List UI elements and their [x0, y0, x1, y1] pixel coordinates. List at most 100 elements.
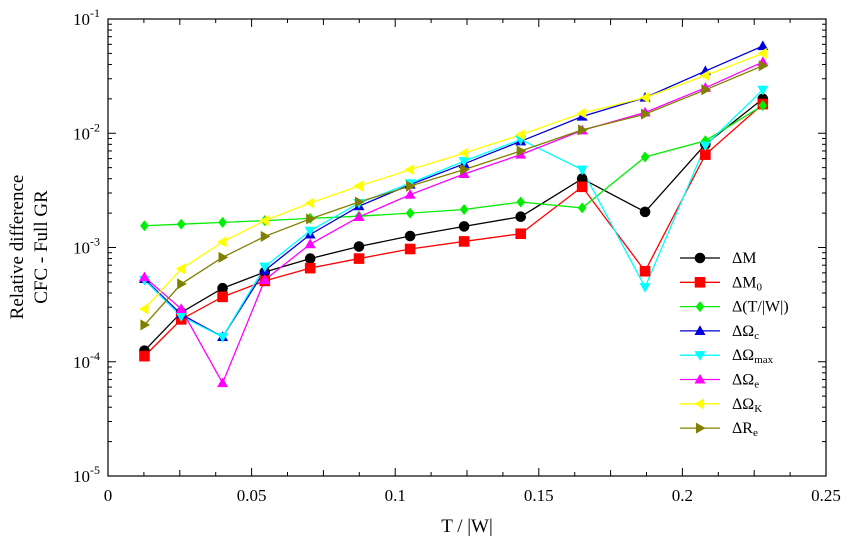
data-point [639, 92, 650, 104]
data-point [404, 243, 416, 255]
data-point [353, 180, 364, 192]
legend-entry: ΔΩmax [680, 347, 774, 366]
data-point [177, 278, 187, 290]
y-tick-label: 10-3 [73, 235, 100, 258]
legend-entry: Δ(T/|W|) [680, 299, 789, 316]
x-tick-labels: 0 0.05 0.1 0.15 0.2 0.25 [104, 486, 841, 505]
data-point [175, 303, 187, 313]
data-point [353, 253, 365, 264]
legend-marker [694, 351, 706, 361]
data-point [641, 108, 651, 120]
legend-label: ΔM [732, 250, 757, 267]
y-axis-title-line-2: CFC - Full GR [31, 190, 52, 304]
data-point [259, 215, 269, 227]
y-tick-label: 10-4 [73, 349, 100, 372]
legend-entry: ΔM0 [680, 274, 763, 293]
data-point [639, 265, 651, 277]
x-tick-label: 0.25 [811, 486, 841, 505]
data-point [640, 151, 650, 163]
y-tick-label: 10-5 [73, 463, 100, 486]
legend-label: Δ(T/|W|) [732, 299, 789, 316]
y-axis-title-line-1: Relative difference [7, 175, 28, 320]
data-point [304, 197, 315, 209]
series-markers [138, 40, 769, 388]
data-point [516, 145, 527, 157]
legend-label: ΔΩe [732, 372, 759, 391]
x-axis-title: T / |W| [441, 516, 493, 537]
data-point [353, 241, 365, 252]
legend-label: ΔΩc [732, 323, 759, 342]
data-point [515, 228, 527, 240]
data-point [259, 262, 271, 273]
data-point [406, 180, 416, 192]
data-point [404, 230, 416, 242]
data-point [458, 236, 470, 247]
data-point [140, 319, 151, 331]
data-point [176, 218, 186, 230]
series-points-7 [140, 60, 769, 331]
data-point [260, 230, 271, 242]
legend-entry: ΔΩc [680, 323, 759, 342]
legend-marker [695, 422, 706, 434]
data-point [460, 164, 470, 176]
data-point [138, 271, 150, 282]
data-point [404, 189, 416, 199]
legend-label: ΔM0 [732, 274, 763, 293]
data-point [138, 303, 149, 315]
data-point [701, 84, 711, 96]
data-point [639, 283, 651, 293]
data-point [217, 377, 229, 388]
data-point [758, 100, 768, 111]
data-point [139, 350, 150, 362]
data-point [259, 274, 271, 284]
data-point [515, 211, 527, 223]
legend-entry: ΔM [680, 250, 757, 267]
data-point [218, 216, 227, 228]
x-tick-label: 0.1 [385, 486, 406, 505]
legend: ΔM ΔM0 Δ(T/|W|) ΔΩc ΔΩmax ΔΩe ΔΩK ΔRe [680, 250, 789, 439]
legend-marker [694, 325, 706, 335]
legend-marker [694, 252, 706, 264]
data-point [758, 60, 769, 72]
data-point [175, 263, 186, 275]
legend-marker [694, 373, 706, 384]
data-point [304, 262, 316, 274]
legend-marker [695, 301, 705, 313]
data-point [757, 47, 767, 59]
data-point [757, 40, 769, 51]
legend-label: ΔΩK [732, 396, 762, 415]
data-point [354, 196, 365, 208]
legend-entry: ΔΩe [680, 372, 759, 391]
legend-entry: ΔΩK [680, 396, 762, 415]
data-point [404, 164, 415, 176]
y-tick-labels: 10-5 10-4 10-3 10-2 10-1 [73, 6, 100, 486]
axis-ticks [107, 19, 827, 477]
data-point [216, 236, 227, 248]
x-tick-label: 0.15 [524, 486, 554, 505]
legend-entry: ΔRe [680, 420, 758, 439]
data-point [218, 251, 229, 263]
data-point [353, 211, 365, 222]
legend-marker [694, 276, 706, 288]
data-point [576, 181, 588, 193]
data-point [699, 70, 710, 82]
data-point [459, 204, 469, 215]
data-point [576, 107, 587, 119]
y-tick-label: 10-2 [73, 120, 100, 143]
data-point [516, 196, 526, 208]
legend-marker [694, 398, 705, 410]
y-tick-label: 10-1 [73, 6, 100, 29]
legend-label: ΔΩmax [732, 347, 774, 366]
data-point [405, 207, 415, 219]
data-point [458, 147, 469, 159]
data-point [217, 291, 228, 303]
data-point [577, 202, 587, 214]
data-point [458, 157, 470, 167]
data-point [578, 124, 588, 136]
x-tick-label: 0 [104, 486, 113, 505]
data-point [699, 141, 711, 152]
data-point [217, 332, 229, 343]
data-point [304, 253, 316, 264]
